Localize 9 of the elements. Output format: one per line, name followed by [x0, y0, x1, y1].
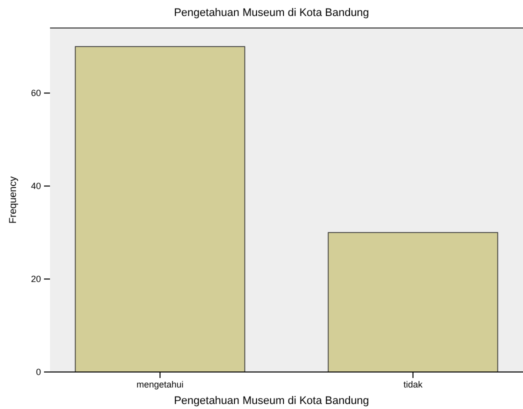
y-tick-label: 20	[30, 274, 41, 284]
y-axis-title: Frequency	[8, 176, 19, 224]
x-tick-label: mengetahui	[136, 379, 184, 390]
chart-title: Pengetahuan Museum di Kota Bandung	[174, 7, 370, 19]
y-tick-label: 60	[30, 88, 41, 98]
x-tick-label: tidak	[403, 379, 423, 390]
y-tick-label: 40	[30, 180, 41, 191]
y-tick-label: 0	[36, 366, 41, 377]
x-axis-title: Pengetahuan Museum di Kota Bandung	[174, 395, 370, 407]
